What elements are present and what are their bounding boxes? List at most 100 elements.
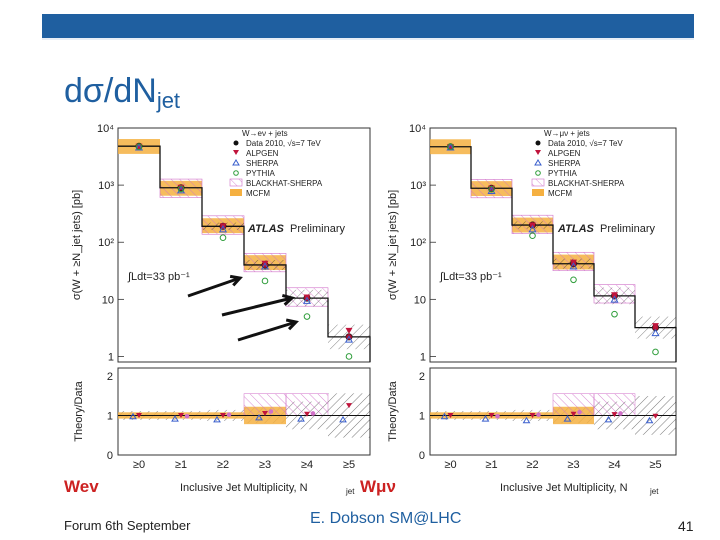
legend-label: PYTHIA xyxy=(548,169,578,178)
atlas-label: ATLAS xyxy=(247,223,285,235)
legend-title: W→eν + jets xyxy=(242,129,288,138)
ratio-alpgen-point xyxy=(346,403,352,409)
y-tick-label: 10 xyxy=(102,294,114,306)
slide-title-main: dσ/dN xyxy=(64,72,157,110)
legend-label: Data 2010, √s=7 TeV xyxy=(246,139,321,148)
category-label: ≥1 xyxy=(485,459,497,471)
ratio-sherpa-point xyxy=(339,415,347,423)
category-label: ≥3 xyxy=(567,459,579,471)
legend-title: W→μν + jets xyxy=(544,129,590,138)
ratio-blackhat-point xyxy=(618,411,623,416)
legend-symbol-sherpa xyxy=(232,159,240,166)
legend-label: ALPGEN xyxy=(548,149,581,158)
lumi-label: ∫Ldt=33 pb⁻¹ xyxy=(127,271,190,283)
legend-label: SHERPA xyxy=(548,159,581,168)
data-histogram xyxy=(118,145,371,362)
ratio-alpgen-point xyxy=(652,413,659,419)
x-axis-label-sub: jet xyxy=(345,487,355,496)
ratio-sherpa-point xyxy=(481,415,490,422)
pythia-point xyxy=(261,277,269,285)
sherpa-point xyxy=(176,186,186,194)
pythia-point xyxy=(488,185,495,193)
legend-label: MCFM xyxy=(548,189,572,198)
x-axis-label: Inclusive Jet Multiplicity, N xyxy=(500,482,628,494)
ratio-sherpa-point xyxy=(604,415,613,423)
x-axis-label-sub: jet xyxy=(649,487,659,496)
category-label: ≥3 xyxy=(259,459,271,471)
legend-symbol-pythia xyxy=(233,170,239,176)
y-tick-label: 1 xyxy=(420,351,426,363)
alpgen-point xyxy=(652,323,659,330)
category-label: ≥4 xyxy=(608,459,620,471)
ratio-sherpa-point xyxy=(213,415,221,423)
ratio-tick-label: 0 xyxy=(419,450,425,462)
legend-label: BLACKHAT-SHERPA xyxy=(548,179,625,188)
sherpa-point xyxy=(218,225,228,233)
ratio-alpgen-point xyxy=(447,412,454,418)
preliminary-label: Preliminary xyxy=(600,223,656,235)
sherpa-point xyxy=(528,225,537,233)
ratio-tick-label: 2 xyxy=(107,371,113,383)
category-label: ≥4 xyxy=(301,459,313,471)
ratio-tick-label: 0 xyxy=(107,450,113,462)
sherpa-point xyxy=(134,143,144,151)
preliminary-label: Preliminary xyxy=(290,223,346,235)
pythia-point xyxy=(570,276,577,284)
slide-title-sub: jet xyxy=(156,88,181,113)
arrow-head xyxy=(229,274,243,287)
category-label: ≥0 xyxy=(133,459,145,471)
legend-symbol-data xyxy=(233,140,239,146)
legend-symbol-sherpa xyxy=(534,159,542,166)
arrow-shaft xyxy=(187,276,241,298)
legend-label: BLACKHAT-SHERPA xyxy=(246,179,323,188)
x-axis-label: Inclusive Jet Multiplicity, N xyxy=(180,482,308,494)
arrow-shaft xyxy=(221,296,293,317)
ratio-alpgen-point xyxy=(611,412,618,418)
alpgen-point xyxy=(611,292,618,299)
category-label: ≥0 xyxy=(444,459,456,471)
legend-label: PYTHIA xyxy=(246,169,276,178)
category-label: ≥1 xyxy=(175,459,187,471)
ratio-sherpa-point xyxy=(129,412,137,420)
page-number: 41 xyxy=(678,518,694,534)
footer-event: Forum 6th September xyxy=(64,518,191,533)
y-tick-label: 10 xyxy=(414,294,426,306)
ratio-axis-label: Theory/Data xyxy=(387,380,399,441)
lumi-label: ∫Ldt=33 pb⁻¹ xyxy=(439,271,502,283)
legend-symbol-blackhat xyxy=(229,178,243,187)
ratio-sherpa-point xyxy=(171,415,179,422)
y-axis-label: σ(W + ≥N_jet jets) [pb] xyxy=(71,190,83,300)
y-tick-label: 10⁴ xyxy=(97,123,114,135)
pythia-point xyxy=(177,185,185,193)
ratio-tick-label: 2 xyxy=(419,371,425,383)
ratio-alpgen-point xyxy=(529,412,536,418)
ratio-blackhat-point xyxy=(268,409,274,414)
ratio-alpgen-point xyxy=(136,412,142,418)
category-label: ≥5 xyxy=(343,459,355,471)
y-tick-label: 1 xyxy=(108,351,114,363)
arrow-head xyxy=(285,318,299,331)
ratio-sherpa-point xyxy=(440,412,449,420)
slide-title: dσ/dNjet xyxy=(64,72,180,114)
legend-symbol-data xyxy=(535,140,541,146)
ratio-alpgen-point xyxy=(304,411,310,417)
category-label: ≥2 xyxy=(526,459,538,471)
channel-label: Wev xyxy=(64,477,99,496)
y-tick-label: 10² xyxy=(410,237,426,249)
legend-symbol-pythia xyxy=(535,170,541,176)
y-tick-label: 10³ xyxy=(98,180,114,192)
legend-label: SHERPA xyxy=(246,159,279,168)
alpgen-point xyxy=(345,327,353,334)
pythia-point xyxy=(345,353,353,360)
atlas-label: ATLAS xyxy=(557,223,595,235)
pythia-point xyxy=(652,348,659,356)
ratio-alpgen-point xyxy=(220,412,226,418)
legend-label: ALPGEN xyxy=(246,149,279,158)
ratio-blackhat-point xyxy=(536,412,541,417)
sherpa-point xyxy=(302,296,312,304)
y-tick-label: 10³ xyxy=(410,180,426,192)
data-histogram xyxy=(430,146,677,362)
